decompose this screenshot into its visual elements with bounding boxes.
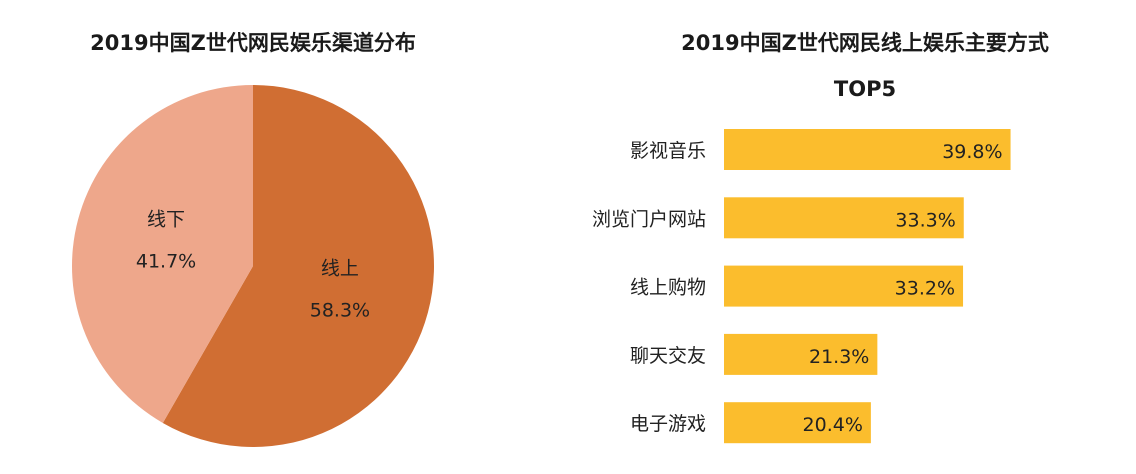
bar-subtitle: TOP5 — [834, 77, 896, 101]
bar-value-label: 33.2% — [895, 278, 955, 300]
pie-slice-label: 线上 — [321, 257, 359, 279]
pie-slice-value: 41.7% — [136, 251, 196, 273]
bar-3 — [724, 333, 878, 375]
pie-chart: 线上 58.3% 线下 41.7% — [71, 85, 434, 447]
bar-value-label: 39.8% — [942, 141, 1002, 163]
bar-category-label: 影视音乐 — [630, 140, 706, 162]
pie-slice-0 — [162, 85, 434, 447]
bar-value-label: 33.3% — [895, 209, 955, 231]
bar-1 — [724, 197, 964, 239]
bar-0 — [724, 129, 1011, 170]
bar-4 — [724, 402, 871, 444]
bar-category-label: 线上购物 — [630, 277, 706, 299]
bar-2 — [724, 265, 964, 307]
bar-category-label: 聊天交友 — [630, 345, 706, 367]
bar-value-label: 21.3% — [809, 346, 869, 368]
bar-category-label: 浏览门户网站 — [592, 208, 706, 230]
pie-slice-1 — [71, 85, 254, 423]
pie-slice-value: 58.3% — [310, 299, 370, 321]
bar-chart: 影视音乐 39.8% 浏览门户网站 33.3% 线上购物 33.2% 聊天交友 21.3% 电子… — [592, 129, 1011, 444]
bar-title: 2019中国Z世代网民线上娱乐主要方式 — [681, 31, 1049, 55]
bar-value-label: 20.4% — [803, 414, 863, 436]
bar-category-label: 电子游戏 — [630, 413, 706, 435]
pie-title: 2019中国Z世代网民娱乐渠道分布 — [90, 31, 416, 55]
pie-slice-label: 线下 — [147, 209, 185, 231]
